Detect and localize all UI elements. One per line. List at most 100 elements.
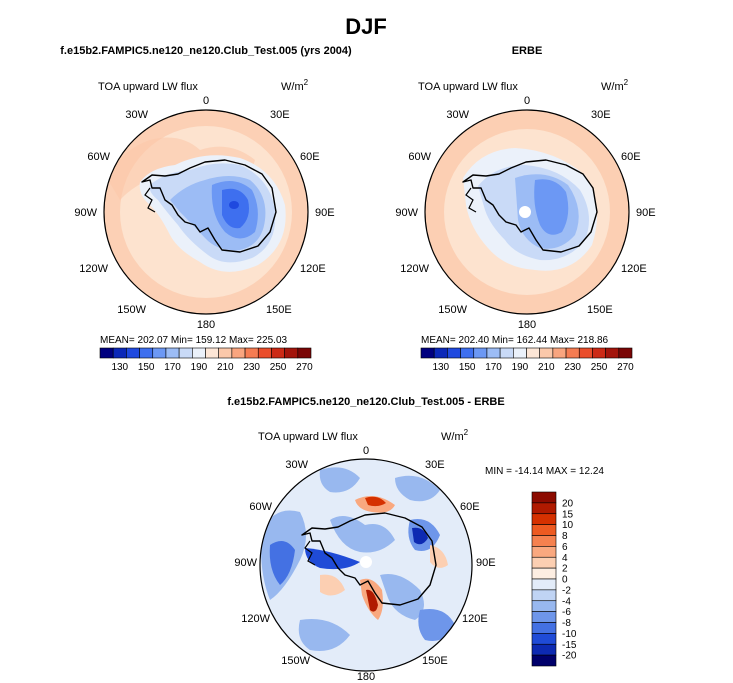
colorbar-tick-label: -4 — [562, 596, 571, 607]
diff-strong-positive-patch — [365, 496, 386, 507]
colorbar-tick-label: 270 — [296, 362, 313, 373]
colorbar-swatch — [531, 589, 557, 602]
diff-strong-negative-patch — [412, 527, 428, 545]
lon-label: 180 — [357, 671, 375, 683]
lon-label: 150E — [266, 304, 292, 316]
colorbar-swatch — [531, 546, 557, 558]
colorbar-swatch — [460, 347, 475, 359]
panel-diff: f.e15b2.FAMPIC5.ne120_ne120.Club_Test.00… — [227, 396, 604, 683]
panel-obs-colorbar: 130 150 170 190 210 230 250 270 — [420, 347, 634, 373]
colorbar-tick-label: 4 — [562, 553, 568, 564]
colorbar-tick-label: 8 — [562, 531, 568, 542]
lon-label: 60E — [621, 151, 641, 163]
panel-diff-units-exp: 2 — [464, 428, 469, 437]
colorbar-tick-label: 2 — [562, 564, 568, 575]
colorbar-swatch — [271, 347, 285, 359]
lon-label: 150E — [422, 655, 448, 667]
panel-diff-units-base: W/m — [441, 431, 464, 443]
lon-label: 120W — [400, 263, 429, 275]
lon-label: 120E — [462, 613, 488, 625]
colorbar-tick-label: -8 — [562, 618, 571, 629]
colorbar-swatch — [531, 567, 557, 580]
panel-diff-stats: MIN = -14.14 MAX = 12.24 — [485, 466, 604, 477]
colorbar-tick-label: 130 — [432, 362, 449, 373]
colorbar-swatch — [513, 347, 527, 359]
diff-negative-patch — [319, 467, 360, 493]
lon-label: 90E — [315, 207, 335, 219]
lon-label: 120E — [300, 263, 326, 275]
colorbar-swatch — [99, 347, 114, 359]
colorbar-tick-label: -20 — [562, 651, 577, 662]
colorbar-tick-label: 210 — [538, 362, 555, 373]
diff-positive-patch — [430, 545, 448, 568]
panel-model-map — [104, 110, 308, 314]
lon-label: 60E — [460, 501, 480, 513]
colorbar-tick-label: 210 — [217, 362, 234, 373]
colorbar-tick-label: -15 — [562, 640, 577, 651]
panel-model-coastline — [141, 159, 277, 253]
colorbar-swatch — [473, 347, 488, 359]
colorbar-tick-label: 130 — [111, 362, 128, 373]
colorbar-swatch — [165, 347, 180, 359]
lon-label: 90W — [234, 557, 257, 569]
diff-negative-patch — [395, 475, 440, 502]
colorbar-swatch — [447, 347, 461, 359]
lon-label: 90E — [636, 207, 656, 219]
lon-label: 30W — [446, 109, 469, 121]
lon-label: 0 — [363, 445, 369, 457]
lon-label: 150W — [438, 304, 467, 316]
colorbar-tick-label: -2 — [562, 585, 571, 596]
colorbar-swatch — [112, 347, 127, 359]
colorbar-swatch — [531, 622, 557, 634]
colorbar-swatch — [531, 524, 557, 536]
panel-diff-variable-label: TOA upward LW flux — [258, 431, 358, 443]
panel-diff-title: f.e15b2.FAMPIC5.ne120_ne120.Club_Test.00… — [227, 396, 504, 408]
panel-obs-units: W/m2 — [601, 78, 629, 93]
colorbar-swatch — [531, 502, 557, 515]
colorbar-tick-label: 170 — [164, 362, 181, 373]
panel-obs-map — [425, 110, 629, 314]
lon-label: 150W — [117, 304, 146, 316]
colorbar-swatch — [539, 347, 554, 359]
lon-label: 30W — [125, 109, 148, 121]
panel-model-lon-labels: 0 30E 60E 90E 120E 150E 180 150W 120W 90… — [74, 95, 334, 331]
colorbar-swatch — [499, 347, 514, 359]
panel-model-colorbar: 130 150 170 190 210 230 250 270 — [99, 347, 313, 373]
panel-model-map-border — [103, 109, 309, 315]
panel-obs-lon-labels: 0 30E 60E 90E 120E 150E 180 150W 120W 90… — [395, 95, 655, 331]
colorbar-tick-label: 6 — [562, 542, 568, 553]
panel-diff-lon-labels: 0 30E 60E 90E 120E 150E 180 150W 120W 90… — [234, 445, 495, 683]
lon-label: 120W — [79, 263, 108, 275]
panel-model-dome — [229, 201, 239, 209]
colorbar-swatch — [433, 347, 448, 359]
panel-obs-stats: MEAN= 202.40 Min= 162.44 Max= 218.86 — [421, 335, 609, 346]
lon-label: 60W — [87, 151, 110, 163]
panel-obs-units-base: W/m — [601, 81, 624, 93]
panel-model: f.e15b2.FAMPIC5.ne120_ne120.Club_Test.00… — [60, 45, 352, 373]
panel-obs-units-exp: 2 — [624, 78, 629, 87]
panel-model-units-exp: 2 — [304, 78, 309, 87]
colorbar-tick-label: 10 — [562, 520, 574, 531]
panel-diff-coastline — [301, 512, 437, 606]
lon-label: 120W — [241, 613, 270, 625]
lon-label: 30E — [425, 459, 445, 471]
diff-negative-patch — [418, 609, 455, 641]
colorbar-swatch — [139, 347, 154, 359]
colorbar-swatch — [531, 491, 557, 504]
colorbar-swatch — [552, 347, 567, 359]
lon-label: 0 — [203, 95, 209, 107]
colorbar-tick-label: 170 — [485, 362, 502, 373]
colorbar-swatch — [257, 347, 272, 359]
colorbar-swatch — [531, 556, 557, 569]
colorbar-swatch — [284, 347, 299, 359]
colorbar-swatch — [192, 347, 206, 359]
diff-strong-negative-patch — [269, 541, 295, 585]
colorbar-swatch — [618, 347, 633, 359]
panel-obs-peninsula — [465, 187, 477, 213]
colorbar-swatch — [126, 347, 140, 359]
lon-label: 150E — [587, 304, 613, 316]
colorbar-swatch — [565, 347, 580, 359]
colorbar-tick-label: -10 — [562, 629, 577, 640]
figure-title: DJF — [345, 14, 387, 39]
